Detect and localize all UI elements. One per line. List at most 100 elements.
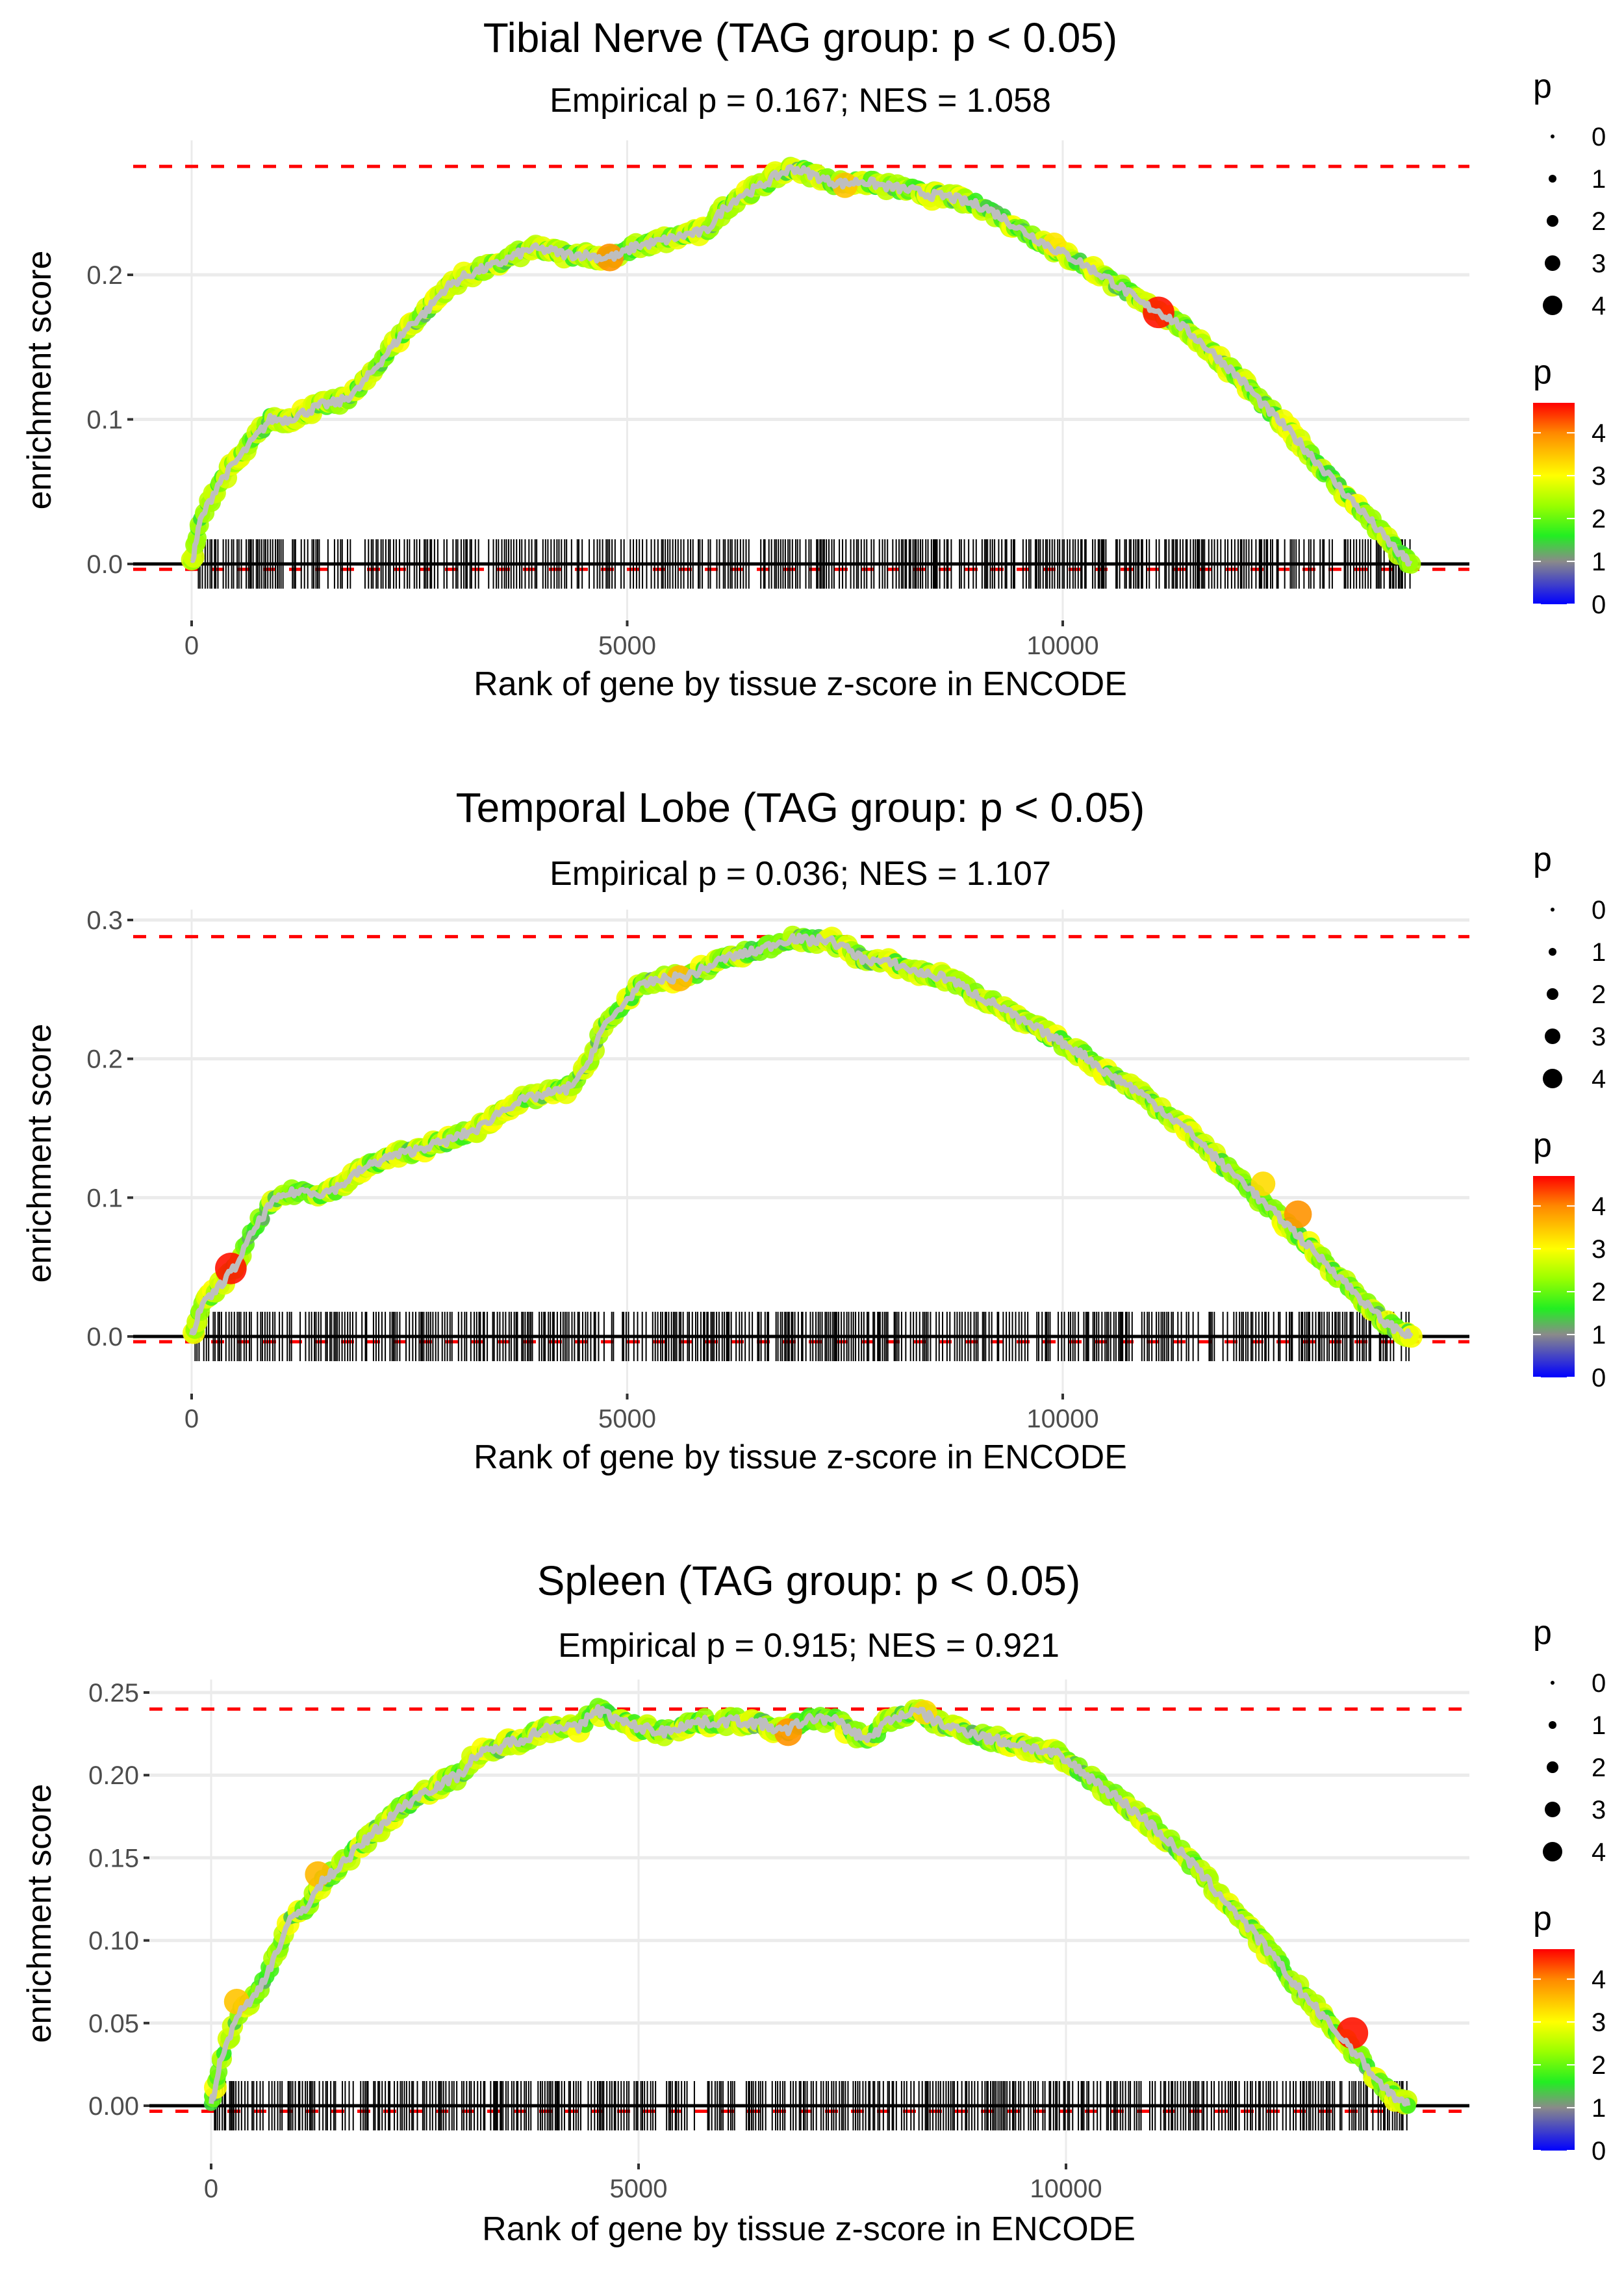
x-tick-label: 5000 bbox=[610, 2175, 668, 2203]
es-point-highlight bbox=[1250, 1171, 1276, 1196]
panel-subtitle: Empirical p = 0.915; NES = 0.921 bbox=[558, 1627, 1059, 1665]
es-points bbox=[203, 1698, 1417, 2115]
legend: p 0 1 2 3 4 p 4 3 2 1 0 bbox=[1533, 1614, 1606, 2165]
y-tick-label: 0.2 bbox=[86, 1045, 123, 1074]
es-point-highlight bbox=[1336, 2017, 1369, 2049]
colorbar-label: 4 bbox=[1592, 1965, 1606, 1994]
size-legend-label: 4 bbox=[1592, 1838, 1606, 1867]
plot-area: 0.0 0.1 0.2 0.3 0 5000 10000 bbox=[86, 906, 1469, 1433]
y-tick-label: 0.15 bbox=[88, 1844, 139, 1872]
y-tick-label: 0.10 bbox=[88, 1927, 139, 1956]
colorbar-label: 0 bbox=[1592, 1364, 1606, 1392]
colorbar bbox=[1533, 403, 1575, 604]
x-tick-label: 10000 bbox=[1026, 1405, 1098, 1433]
colorbar-label: 4 bbox=[1592, 419, 1606, 448]
colorbar-label: 2 bbox=[1592, 505, 1606, 533]
x-axis-label: Rank of gene by tissue z-score in ENCODE bbox=[474, 665, 1127, 703]
size-legend-dot bbox=[1547, 988, 1558, 1000]
size-legend-label: 0 bbox=[1592, 123, 1606, 151]
panel-spleen: Spleen (TAG group: p < 0.05) Empirical p… bbox=[21, 1557, 1606, 2248]
colorbar bbox=[1533, 1949, 1575, 2151]
panel-tibial-nerve: Tibial Nerve (TAG group: p < 0.05) Empir… bbox=[21, 14, 1606, 703]
size-legend-label: 2 bbox=[1592, 1754, 1606, 1782]
y-tick-label: 0.05 bbox=[88, 2010, 139, 2038]
size-legend-label: 1 bbox=[1592, 1711, 1606, 1740]
es-points bbox=[181, 157, 1421, 574]
y-tick-label: 0.3 bbox=[86, 906, 123, 935]
x-axis-label: Rank of gene by tissue z-score in ENCODE bbox=[482, 2210, 1136, 2248]
es-point-highlight bbox=[666, 965, 693, 991]
x-tick-label: 0 bbox=[184, 632, 199, 660]
y-axis-label: enrichment score bbox=[21, 251, 58, 510]
size-legend-dot bbox=[1543, 296, 1562, 315]
x-tick-label: 5000 bbox=[598, 632, 656, 660]
color-legend-title: p bbox=[1533, 1900, 1552, 1937]
panel-title: Temporal Lobe (TAG group: p < 0.05) bbox=[456, 784, 1145, 831]
y-axis-label: enrichment score bbox=[21, 1784, 58, 2043]
size-legend-dot bbox=[1545, 1028, 1560, 1044]
size-legend-dot bbox=[1549, 175, 1556, 183]
legend: p 0 1 2 3 4 p 4 3 2 1 0 bbox=[1533, 68, 1606, 619]
colorbar-label: 3 bbox=[1592, 1235, 1606, 1264]
size-legend-label: 3 bbox=[1592, 1023, 1606, 1051]
size-legend-label: 3 bbox=[1592, 249, 1606, 278]
panel-subtitle: Empirical p = 0.036; NES = 1.107 bbox=[550, 855, 1051, 893]
y-tick-label: 0.1 bbox=[86, 406, 123, 435]
y-tick-label: 0.20 bbox=[88, 1761, 139, 1790]
size-legend-label: 1 bbox=[1592, 938, 1606, 967]
size-legend-label: 4 bbox=[1592, 292, 1606, 320]
size-legend-dot bbox=[1549, 1721, 1556, 1729]
es-point-highlight bbox=[305, 1861, 331, 1887]
y-tick-label: 0.2 bbox=[86, 261, 123, 290]
colorbar-label: 0 bbox=[1592, 591, 1606, 619]
size-legend-dot bbox=[1551, 134, 1554, 138]
size-legend-label: 2 bbox=[1592, 207, 1606, 236]
y-tick-label: 0.0 bbox=[86, 1323, 123, 1351]
size-legend-title: p bbox=[1533, 68, 1552, 105]
size-legend-dot bbox=[1551, 908, 1554, 912]
x-tick-label: 5000 bbox=[598, 1405, 656, 1433]
size-legend-dot bbox=[1547, 1761, 1558, 1773]
x-axis-label: Rank of gene by tissue z-score in ENCODE bbox=[474, 1438, 1127, 1476]
size-legend-dot bbox=[1543, 1069, 1562, 1088]
y-tick-label: 0.25 bbox=[88, 1679, 139, 1707]
size-legend-label: 0 bbox=[1592, 896, 1606, 925]
colorbar-label: 1 bbox=[1592, 2094, 1606, 2123]
colorbar-label: 3 bbox=[1592, 2008, 1606, 2037]
size-legend-dot bbox=[1547, 215, 1558, 227]
running-es-line bbox=[209, 1704, 1411, 2107]
panel-title: Spleen (TAG group: p < 0.05) bbox=[537, 1557, 1081, 1604]
size-legend-dot bbox=[1545, 255, 1560, 271]
size-legend-label: 4 bbox=[1592, 1065, 1606, 1093]
size-legend-dot bbox=[1545, 1802, 1560, 1817]
es-point-highlight bbox=[1284, 1200, 1312, 1229]
y-tick-label: 0.00 bbox=[88, 2092, 139, 2121]
y-tick-label: 0.1 bbox=[86, 1184, 123, 1212]
color-legend-title: p bbox=[1533, 353, 1552, 391]
running-es-line bbox=[189, 932, 1414, 1340]
grid bbox=[133, 140, 1469, 620]
running-es-line bbox=[190, 164, 1413, 567]
es-points bbox=[183, 925, 1423, 1348]
colorbar bbox=[1533, 1176, 1575, 1377]
x-tick-label: 10000 bbox=[1026, 632, 1098, 660]
y-tick-label: 0.0 bbox=[86, 550, 123, 579]
grid bbox=[149, 1680, 1469, 2164]
colorbar-label: 2 bbox=[1592, 2051, 1606, 2080]
colorbar-label: 2 bbox=[1592, 1278, 1606, 1307]
size-legend-label: 2 bbox=[1592, 980, 1606, 1009]
x-tick-label: 10000 bbox=[1030, 2175, 1102, 2203]
colorbar-label: 3 bbox=[1592, 462, 1606, 491]
color-legend-title: p bbox=[1533, 1127, 1552, 1164]
size-legend-label: 0 bbox=[1592, 1669, 1606, 1698]
size-legend-dot bbox=[1543, 1842, 1562, 1861]
plot-area: 0.0 0.1 0.2 0 5000 10000 bbox=[86, 140, 1469, 660]
x-tick-label: 0 bbox=[204, 2175, 218, 2203]
colorbar-label: 1 bbox=[1592, 548, 1606, 576]
colorbar-label: 0 bbox=[1592, 2137, 1606, 2165]
size-legend-title: p bbox=[1533, 841, 1552, 878]
size-legend-label: 3 bbox=[1592, 1796, 1606, 1824]
size-legend-title: p bbox=[1533, 1614, 1552, 1652]
colorbar-label: 4 bbox=[1592, 1192, 1606, 1221]
